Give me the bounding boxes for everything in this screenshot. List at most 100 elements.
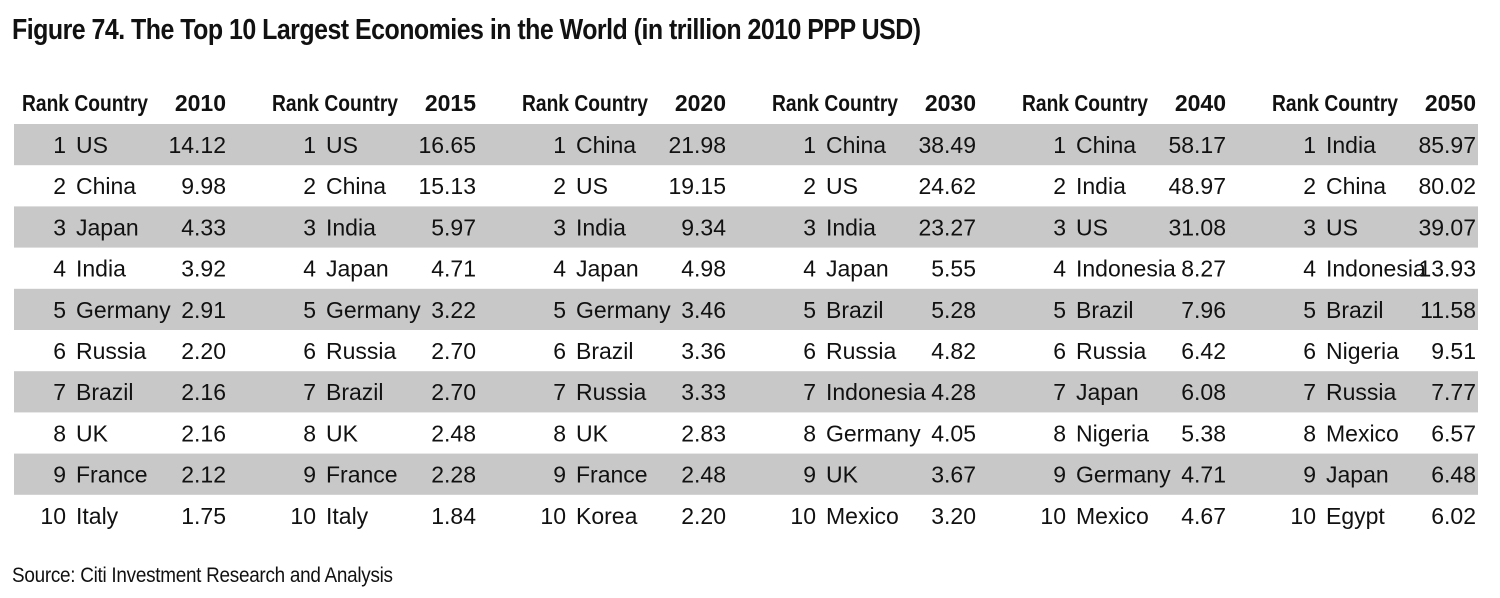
country-cell: Brazil: [826, 297, 884, 323]
country-cell: Korea: [576, 503, 638, 529]
rank-cell: 1: [1303, 132, 1316, 158]
rank-cell: 2: [1053, 173, 1066, 199]
value-cell: 5.38: [1181, 420, 1226, 446]
rank-cell: 10: [1040, 503, 1066, 529]
value-cell: 24.62: [918, 173, 976, 199]
rank-cell: 1: [303, 132, 316, 158]
value-cell: 5.55: [931, 256, 976, 282]
value-cell: 11.58: [1420, 297, 1476, 323]
country-cell: Russia: [1326, 379, 1397, 405]
value-cell: 2.16: [181, 379, 226, 405]
rank-cell: 9: [1053, 462, 1066, 488]
rank-cell: 2: [803, 173, 816, 199]
rank-cell: 9: [553, 462, 566, 488]
value-cell: 2.91: [181, 297, 226, 323]
value-cell: 6.42: [1181, 338, 1226, 364]
row-band-7: [14, 371, 1478, 413]
rank-cell: 10: [1290, 503, 1316, 529]
country-cell: Brazil: [326, 379, 384, 405]
value-cell: 4.67: [1181, 503, 1226, 529]
rank-cell: 7: [1053, 379, 1066, 405]
value-cell: 2.48: [681, 462, 726, 488]
country-cell: Japan: [826, 256, 889, 282]
row-band-5: [14, 288, 1478, 330]
country-cell: India: [76, 256, 126, 282]
rank-cell: 8: [553, 420, 566, 446]
country-cell: China: [326, 173, 386, 199]
value-cell: 2.20: [681, 503, 726, 529]
rank-cell: 5: [1303, 297, 1316, 323]
value-cell: 6.57: [1431, 420, 1476, 446]
rank-cell: 4: [303, 256, 316, 282]
value-cell: 4.98: [681, 256, 726, 282]
rank-cell: 9: [303, 462, 316, 488]
value-cell: 2.48: [431, 420, 476, 446]
country-cell: US: [326, 132, 358, 158]
value-cell: 2.16: [181, 420, 226, 446]
country-cell: Germany: [1076, 462, 1171, 488]
row-band-9: [14, 453, 1478, 495]
rank-cell: 1: [53, 132, 66, 158]
value-cell: 13.93: [1418, 256, 1476, 282]
country-cell: India: [1326, 132, 1376, 158]
value-cell: 3.92: [181, 256, 226, 282]
value-cell: 58.17: [1168, 132, 1226, 158]
rank-cell: 3: [53, 214, 66, 240]
country-cell: India: [826, 214, 876, 240]
rank-cell: 10: [290, 503, 316, 529]
header-year-2010: 2010: [175, 90, 226, 116]
country-cell: China: [576, 132, 636, 158]
header-year-2020: 2020: [675, 90, 726, 116]
value-cell: 85.97: [1418, 132, 1476, 158]
country-cell: Germany: [76, 297, 171, 323]
rank-cell: 2: [1303, 173, 1316, 199]
value-cell: 5.97: [431, 214, 476, 240]
rank-cell: 6: [1303, 338, 1316, 364]
country-cell: France: [576, 462, 648, 488]
country-cell: Mexico: [1076, 503, 1149, 529]
rank-cell: 7: [1303, 379, 1316, 405]
country-cell: Nigeria: [1326, 338, 1399, 364]
value-cell: 2.70: [431, 338, 476, 364]
country-cell: Japan: [1076, 379, 1139, 405]
country-cell: Japan: [76, 214, 139, 240]
country-cell: Mexico: [1326, 420, 1399, 446]
country-cell: France: [76, 462, 148, 488]
value-cell: 3.33: [681, 379, 726, 405]
rank-cell: 4: [1053, 256, 1066, 282]
value-cell: 31.08: [1168, 214, 1226, 240]
country-cell: Russia: [76, 338, 147, 364]
rank-cell: 3: [553, 214, 566, 240]
rank-cell: 4: [53, 256, 66, 282]
value-cell: 9.98: [181, 173, 226, 199]
value-cell: 4.71: [1181, 462, 1226, 488]
rank-cell: 9: [1303, 462, 1316, 488]
country-cell: US: [826, 173, 858, 199]
rank-cell: 9: [803, 462, 816, 488]
country-cell: Germany: [326, 297, 421, 323]
source-note: Source: Citi Investment Research and Ana…: [12, 564, 393, 587]
rank-cell: 1: [803, 132, 816, 158]
value-cell: 4.05: [931, 420, 976, 446]
rank-cell: 8: [1303, 420, 1316, 446]
rank-cell: 8: [1053, 420, 1066, 446]
value-cell: 14.12: [168, 132, 226, 158]
country-cell: Italy: [326, 503, 369, 529]
country-cell: India: [576, 214, 626, 240]
country-cell: Russia: [1076, 338, 1147, 364]
country-cell: Italy: [76, 503, 119, 529]
rank-cell: 4: [803, 256, 816, 282]
value-cell: 4.28: [931, 379, 976, 405]
value-cell: 15.13: [418, 173, 476, 199]
value-cell: 39.07: [1418, 214, 1476, 240]
row-band-1: [14, 124, 1478, 166]
value-cell: 9.34: [681, 214, 726, 240]
value-cell: 2.20: [181, 338, 226, 364]
rank-cell: 1: [553, 132, 566, 158]
country-cell: India: [326, 214, 376, 240]
value-cell: 2.12: [181, 462, 226, 488]
value-cell: 2.28: [431, 462, 476, 488]
value-cell: 4.33: [181, 214, 226, 240]
rank-cell: 6: [1053, 338, 1066, 364]
